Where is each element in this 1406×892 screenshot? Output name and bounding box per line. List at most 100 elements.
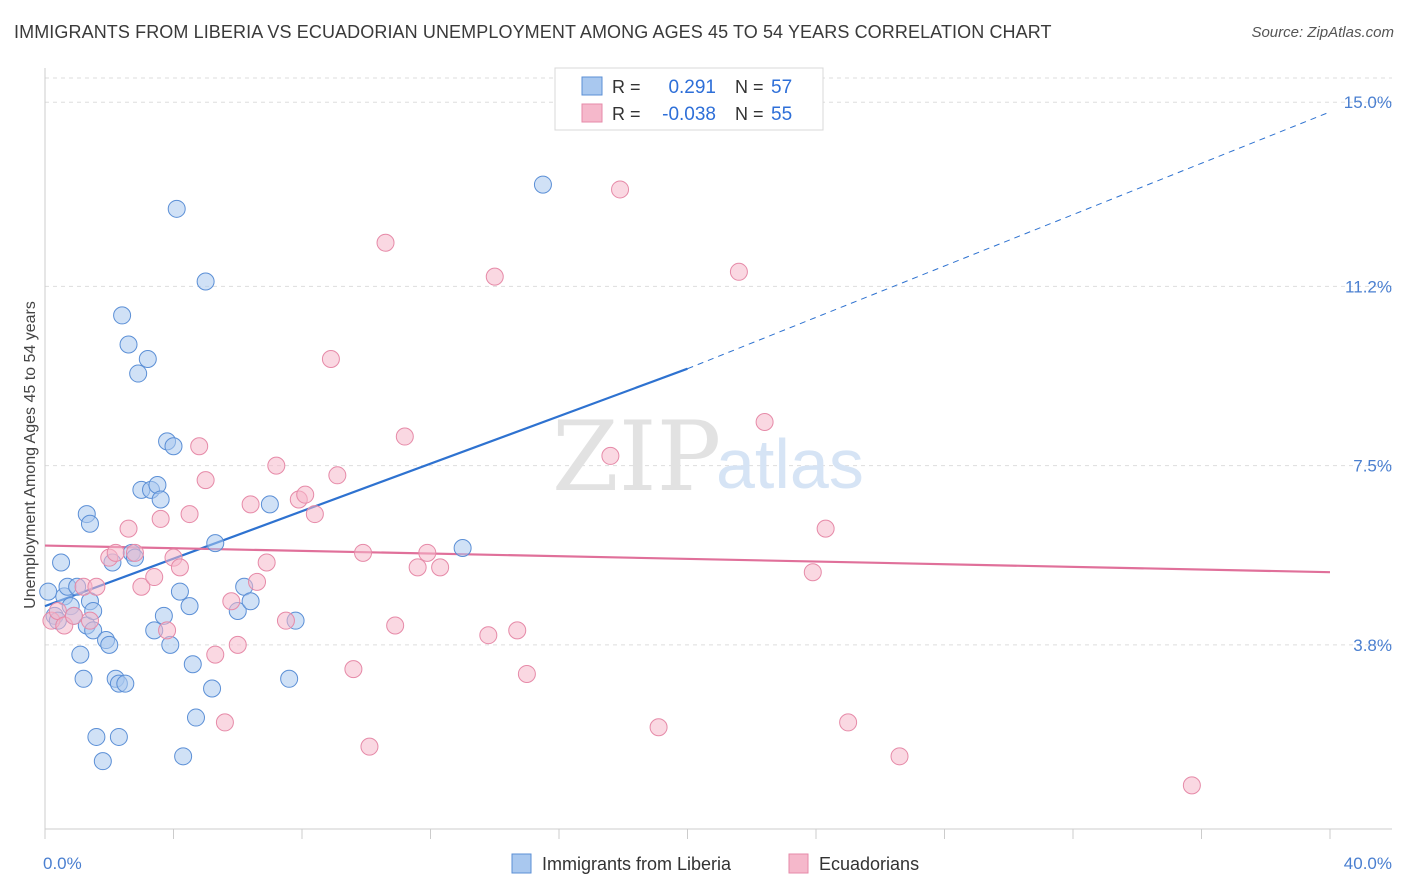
data-point-ecuadorians [190, 437, 209, 456]
tick-labels: 3.8% 7.5% 11.2% 15.0% 0.0% 40.0% [43, 93, 1392, 873]
data-point-ecuadorians [215, 713, 234, 732]
legend-r-label-2: R = [612, 104, 641, 124]
data-point-liberia [71, 645, 90, 664]
data-point-ecuadorians [158, 621, 177, 640]
x-tick-label-min: 0.0% [43, 854, 82, 873]
data-point-ecuadorians [305, 505, 324, 524]
legend-r-label-1: R = [612, 77, 641, 97]
data-point-liberia [52, 553, 71, 572]
data-point-liberia [39, 582, 58, 601]
data-point-liberia [280, 669, 299, 688]
bottom-legend-label-ecuadorians: Ecuadorians [819, 854, 919, 874]
data-point-liberia [87, 727, 106, 746]
watermark: ZIP atlas [552, 401, 864, 513]
data-point-ecuadorians [376, 233, 395, 252]
data-point-liberia [174, 747, 193, 766]
data-point-liberia [533, 175, 552, 194]
data-point-ecuadorians [418, 543, 437, 562]
data-point-ecuadorians [328, 466, 347, 485]
data-point-ecuadorians [803, 563, 822, 582]
trend-line-liberia [44, 367, 688, 608]
data-point-ecuadorians [276, 611, 295, 630]
data-point-liberia [196, 272, 215, 291]
data-point-liberia [109, 727, 128, 746]
legend-n-label-2: N = [735, 104, 764, 124]
legend-n-label-1: N = [735, 77, 764, 97]
data-point-ecuadorians [170, 558, 189, 577]
data-point-ecuadorians [601, 446, 620, 465]
data-point-liberia [186, 708, 205, 727]
y-tick-label: 3.8% [1353, 636, 1392, 655]
data-point-ecuadorians [119, 519, 138, 538]
data-point-ecuadorians [125, 543, 144, 562]
data-point-liberia [241, 592, 260, 611]
watermark-atlas: atlas [716, 425, 864, 503]
watermark-zip: ZIP [552, 401, 721, 513]
bottom-legend: Immigrants from Liberia Ecuadorians [511, 853, 919, 874]
data-point-ecuadorians [386, 616, 405, 635]
data-point-liberia [151, 490, 170, 509]
data-point-ecuadorians [296, 485, 315, 504]
data-point-liberia [119, 335, 138, 354]
data-point-liberia [93, 752, 112, 771]
data-point-ecuadorians [517, 664, 536, 683]
data-point-ecuadorians [222, 592, 241, 611]
legend-swatch-pink [581, 103, 603, 123]
data-point-liberia [453, 538, 472, 557]
legend-swatch-blue [581, 76, 603, 96]
data-point-liberia [203, 679, 222, 698]
data-point-liberia [206, 534, 225, 553]
data-point-liberia [164, 437, 183, 456]
data-point-ecuadorians [206, 645, 225, 664]
data-point-liberia [129, 364, 148, 383]
data-point-ecuadorians [890, 747, 909, 766]
trend-line-liberia-extension [687, 111, 1331, 370]
data-point-ecuadorians [132, 577, 151, 596]
data-point-ecuadorians [649, 718, 668, 737]
legend-r-value-1: 0.291 [668, 77, 716, 98]
data-point-ecuadorians [257, 553, 276, 572]
legend-n-value-2: 55 [771, 104, 792, 125]
data-point-liberia [80, 514, 99, 533]
y-tick-label: 7.5% [1353, 457, 1392, 476]
data-point-ecuadorians [87, 577, 106, 596]
y-tick-label: 11.2% [1345, 277, 1392, 296]
data-point-liberia [154, 606, 173, 625]
data-point-ecuadorians [267, 456, 286, 475]
legend-r-value-2: -0.038 [662, 104, 716, 125]
data-point-ecuadorians [839, 713, 858, 732]
series-ecuadorians-points [42, 180, 1201, 795]
legend-n-value-1: 57 [771, 77, 792, 98]
series-liberia-points [39, 175, 552, 771]
data-point-ecuadorians [395, 427, 414, 446]
bottom-legend-swatch-ecuadorians [788, 853, 809, 874]
chart-source: Source: ZipAtlas.com [1251, 24, 1394, 41]
data-point-ecuadorians [508, 621, 527, 640]
data-point-ecuadorians [408, 558, 427, 577]
data-point-liberia [167, 199, 186, 218]
x-tick-label-max: 40.0% [1344, 854, 1392, 873]
data-point-ecuadorians [241, 495, 260, 514]
bottom-legend-label-liberia: Immigrants from Liberia [542, 854, 732, 874]
data-point-liberia [260, 495, 279, 514]
data-point-ecuadorians [80, 611, 99, 630]
data-point-ecuadorians [431, 558, 450, 577]
data-point-ecuadorians [248, 572, 267, 591]
data-point-ecuadorians [611, 180, 630, 199]
data-point-ecuadorians [344, 660, 363, 679]
y-tick-label: 15.0% [1344, 93, 1392, 112]
data-point-liberia [180, 597, 199, 616]
data-point-liberia [113, 306, 132, 325]
data-point-ecuadorians [485, 267, 504, 286]
axes [44, 68, 1392, 839]
data-point-ecuadorians [755, 413, 774, 432]
data-point-ecuadorians [479, 626, 498, 645]
data-point-ecuadorians [180, 505, 199, 524]
data-point-ecuadorians [145, 568, 164, 587]
trend-line-ecuadorians [44, 544, 1331, 574]
data-point-liberia [170, 582, 189, 601]
data-point-ecuadorians [196, 471, 215, 490]
bottom-legend-swatch-liberia [511, 853, 532, 874]
data-point-ecuadorians [729, 262, 748, 281]
